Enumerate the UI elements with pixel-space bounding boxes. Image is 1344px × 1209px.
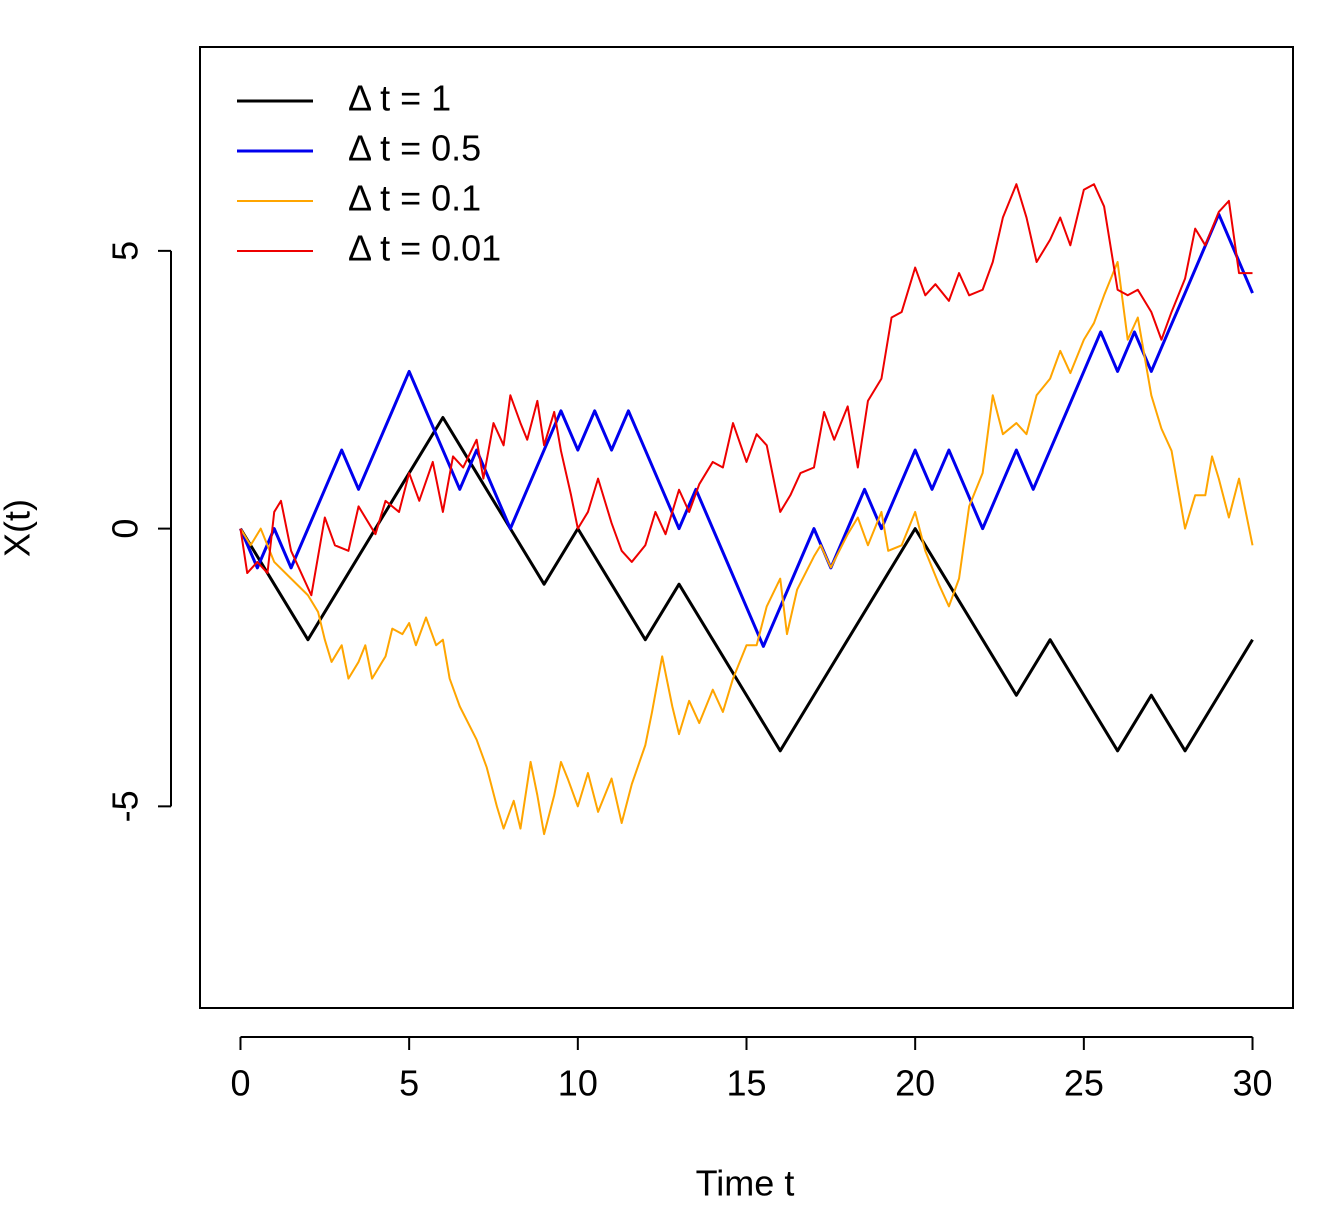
series-line — [239, 212, 1254, 648]
y-tick-label: -5 — [105, 790, 146, 822]
legend-label: Δ t = 0.1 — [348, 178, 481, 219]
x-tick-label: 25 — [1064, 1063, 1104, 1104]
y-tick-label: 0 — [105, 519, 146, 539]
legend-label: Δ t = 0.5 — [348, 128, 481, 169]
x-tick-label: 5 — [399, 1063, 419, 1104]
x-tick-label: 30 — [1232, 1063, 1272, 1104]
y-tick-label: 5 — [105, 241, 146, 261]
y-axis-label: X(t) — [0, 499, 38, 557]
legend-label: Δ t = 0.01 — [348, 228, 501, 269]
series-line — [239, 416, 1254, 753]
series-line — [239, 260, 1254, 836]
plot-frame — [199, 46, 1294, 1009]
x-tick-label: 20 — [895, 1063, 935, 1104]
series-line — [239, 183, 1253, 597]
x-axis-label: Time t — [696, 1163, 795, 1204]
x-tick-label: 15 — [726, 1063, 766, 1104]
legend-label: Δ t = 1 — [348, 78, 451, 119]
x-tick-label: 10 — [558, 1063, 598, 1104]
x-tick-label: 0 — [230, 1063, 250, 1104]
